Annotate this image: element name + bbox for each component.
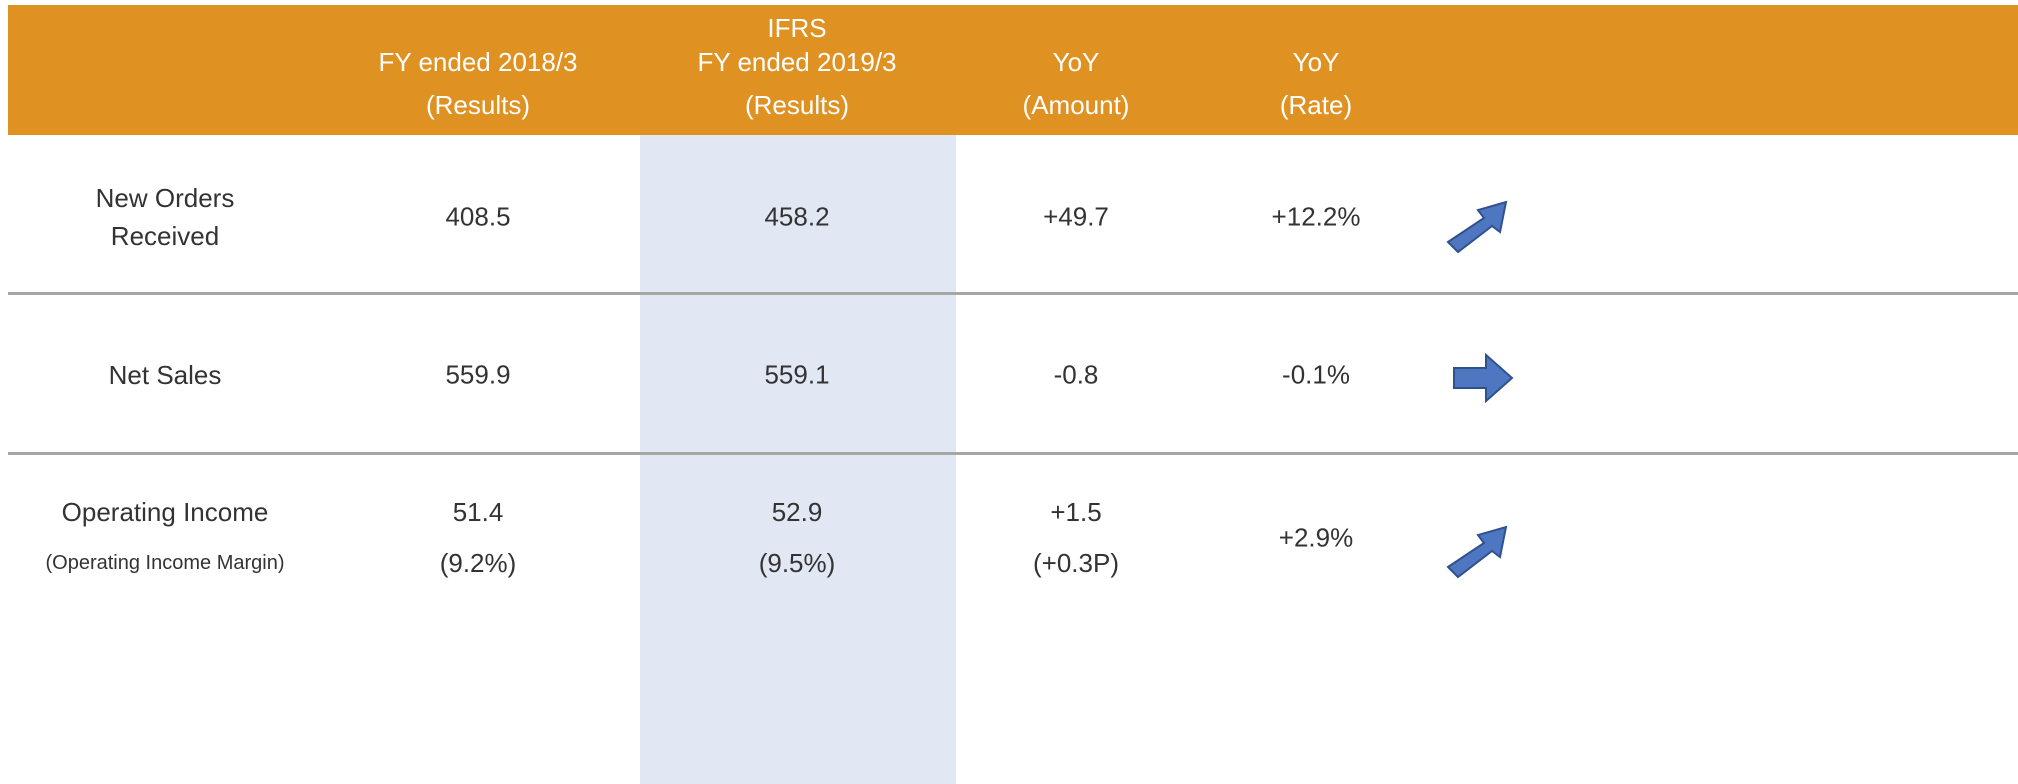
cell: +12.2% (1272, 192, 1361, 243)
trend-arrow-up (1446, 525, 1508, 579)
cell-text: +49.7 (1043, 201, 1109, 232)
cell: 51.4 (9.2%) (440, 487, 517, 589)
group-header: IFRS (767, 9, 826, 47)
cell: -0.8 (1054, 350, 1099, 401)
cell-text: 458.2 (764, 201, 830, 232)
cell: +2.9% (1279, 513, 1353, 564)
cell: Net Sales (109, 356, 222, 394)
cell-text: +12.2% (1271, 201, 1361, 232)
cell-text: (Results) (744, 90, 849, 120)
header-band (8, 5, 2018, 135)
cell-text: Operating Income (61, 497, 269, 527)
highlight-column (640, 135, 956, 784)
cell-text: 51.4 (452, 497, 504, 527)
cell-text: Net Sales (108, 360, 222, 390)
cell-text: New Orders (95, 183, 235, 213)
cell: 408.5 (445, 192, 510, 243)
cell-text: (9.5%) (758, 548, 836, 578)
cell-text: (Results) (425, 90, 530, 120)
cell-text: +1.5 (1050, 497, 1102, 527)
cell-text: -0.8 (1053, 359, 1099, 390)
cell: FY ended 2019/3 (Results) (697, 41, 896, 127)
cell-text: 559.1 (764, 359, 830, 390)
cell-text: (+0.3P) (1033, 548, 1119, 578)
trend-arrow-up (1446, 200, 1508, 254)
row-separator (8, 292, 2018, 295)
cell-text: Received (110, 221, 220, 251)
cell-text: (9.2%) (439, 548, 517, 578)
trend-arrow-flat (1453, 352, 1514, 404)
cell-text: (Amount) (1022, 90, 1130, 120)
cell: -0.1% (1282, 350, 1350, 401)
cell-text: (Rate) (1279, 90, 1353, 120)
cell: +1.5 (+0.3P) (1033, 487, 1119, 589)
cell: YoY (Rate) (1280, 41, 1352, 127)
cell-text: FY ended 2018/3 (378, 47, 578, 77)
cell-text: YoY (1292, 47, 1340, 77)
cell-text: -0.1% (1282, 359, 1350, 390)
row-separator (8, 452, 2018, 455)
cell-text: YoY (1052, 47, 1100, 77)
cell: +49.7 (1043, 192, 1109, 243)
cell: Operating Income (Operating Income Margin… (46, 487, 285, 589)
cell-text: 559.9 (445, 359, 511, 390)
cell-text: 52.9 (771, 497, 823, 527)
cell: 52.9 (9.5%) (759, 487, 836, 589)
cell-text: FY ended 2019/3 (697, 47, 897, 77)
cell: FY ended 2018/3 (Results) (378, 41, 577, 127)
cell-text: (Operating Income Margin) (45, 552, 285, 574)
cell: 559.9 (445, 350, 510, 401)
cell: YoY (Amount) (1023, 41, 1130, 127)
group-header-text: IFRS (767, 13, 827, 43)
cell: New Orders Received (96, 179, 235, 255)
cell: 559.1 (764, 350, 829, 401)
cell-text: +2.9% (1278, 522, 1354, 553)
cell-text: 408.5 (445, 201, 511, 232)
cell: 458.2 (764, 192, 829, 243)
